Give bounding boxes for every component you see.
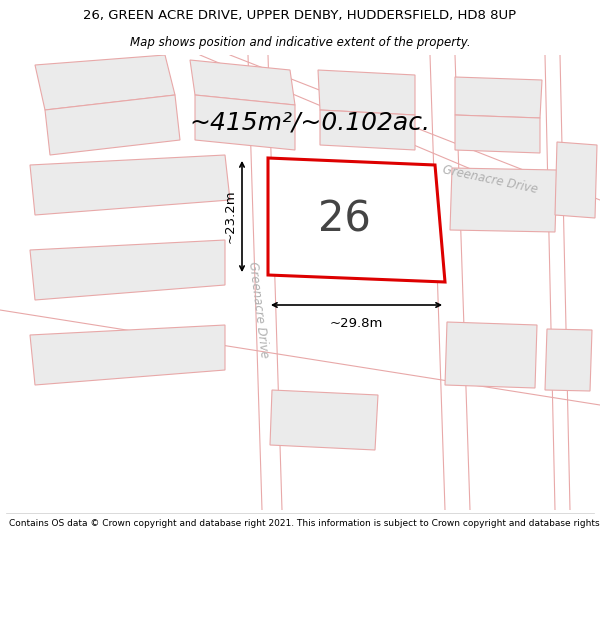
Polygon shape bbox=[35, 55, 175, 110]
Polygon shape bbox=[30, 240, 225, 300]
Polygon shape bbox=[195, 95, 295, 150]
Polygon shape bbox=[455, 77, 542, 118]
Text: ~415m²/~0.102ac.: ~415m²/~0.102ac. bbox=[190, 110, 431, 134]
Text: Greenacre Drive: Greenacre Drive bbox=[441, 164, 539, 196]
Polygon shape bbox=[45, 95, 180, 155]
Text: ~29.8m: ~29.8m bbox=[330, 317, 383, 330]
Polygon shape bbox=[555, 142, 597, 218]
Polygon shape bbox=[320, 110, 415, 150]
Polygon shape bbox=[30, 325, 225, 385]
Text: Map shows position and indicative extent of the property.: Map shows position and indicative extent… bbox=[130, 36, 470, 49]
Text: 26: 26 bbox=[317, 199, 370, 241]
Polygon shape bbox=[190, 60, 295, 105]
Polygon shape bbox=[450, 168, 557, 232]
Text: ~23.2m: ~23.2m bbox=[224, 190, 237, 243]
Text: Greenacre Drive: Greenacre Drive bbox=[245, 261, 271, 359]
Text: Contains OS data © Crown copyright and database right 2021. This information is : Contains OS data © Crown copyright and d… bbox=[9, 519, 600, 528]
Polygon shape bbox=[545, 329, 592, 391]
Text: 26, GREEN ACRE DRIVE, UPPER DENBY, HUDDERSFIELD, HD8 8UP: 26, GREEN ACRE DRIVE, UPPER DENBY, HUDDE… bbox=[83, 9, 517, 22]
Polygon shape bbox=[30, 155, 230, 215]
Polygon shape bbox=[445, 322, 537, 388]
Polygon shape bbox=[270, 390, 378, 450]
Polygon shape bbox=[268, 158, 445, 282]
Polygon shape bbox=[318, 70, 415, 115]
Polygon shape bbox=[455, 115, 540, 153]
